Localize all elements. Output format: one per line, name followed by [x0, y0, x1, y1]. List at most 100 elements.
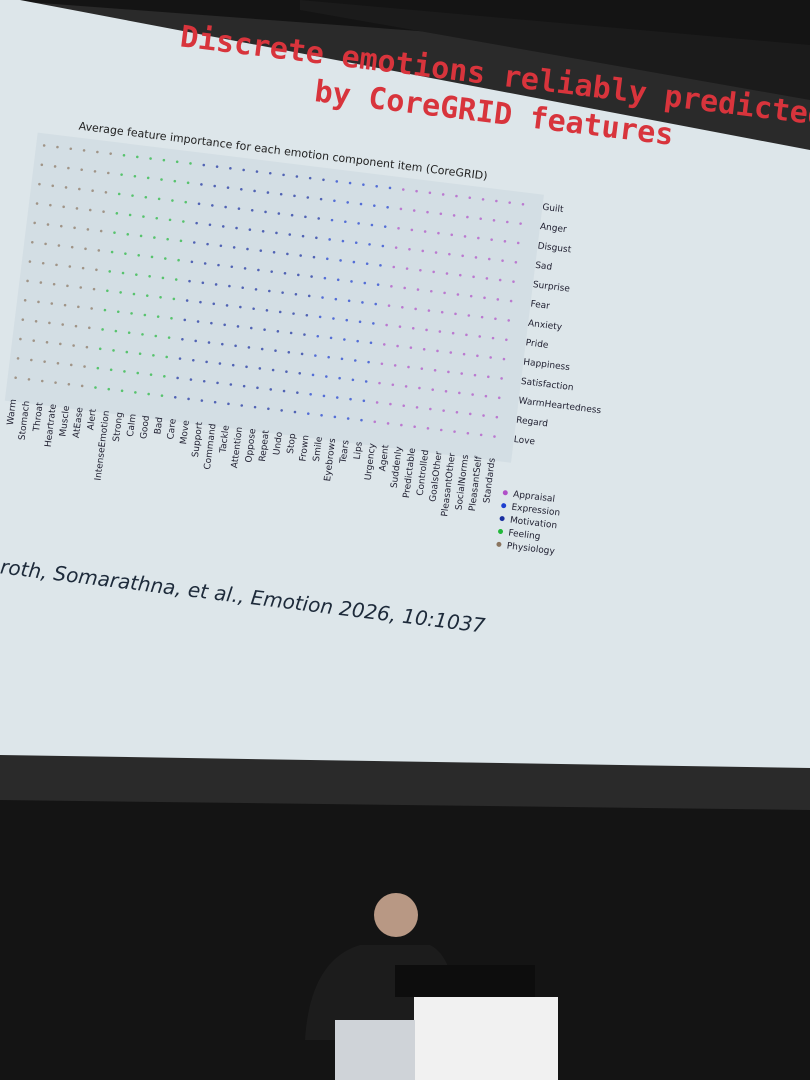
grid-dot — [438, 330, 442, 333]
grid-dot — [117, 192, 121, 196]
grid-dot — [426, 427, 430, 430]
grid-dot — [494, 317, 497, 321]
grid-dot — [347, 299, 351, 303]
grid-dot — [349, 397, 352, 401]
grid-dot — [368, 243, 371, 246]
row-label: Guilt — [542, 203, 565, 216]
column-label: AtEase — [72, 406, 86, 438]
column-label: Care — [166, 418, 179, 440]
grid-dot — [478, 335, 482, 338]
grid-dot — [274, 349, 277, 353]
grid-dot — [46, 223, 50, 226]
grid-dot — [306, 412, 310, 415]
grid-dot — [351, 378, 355, 382]
grid-dot — [346, 201, 350, 204]
grid-dot — [62, 205, 65, 209]
grid-dot — [263, 328, 266, 332]
grid-dot — [335, 396, 339, 399]
grid-dot — [411, 327, 415, 330]
grid-dot — [292, 312, 295, 315]
grid-dot — [107, 387, 111, 391]
grid-dot — [335, 180, 339, 183]
grid-dot — [147, 392, 150, 396]
grid-dot — [352, 260, 356, 264]
grid-dot — [255, 170, 259, 173]
grid-dot — [497, 396, 501, 400]
grid-dot — [490, 238, 493, 242]
grid-dot — [94, 386, 97, 389]
grid-dot — [285, 370, 288, 373]
row-label: Sad — [535, 261, 553, 273]
grid-dot — [213, 184, 217, 188]
grid-dot — [109, 152, 112, 155]
grid-dot — [486, 375, 490, 379]
grid-dot — [429, 407, 432, 411]
grid-dot — [143, 313, 147, 317]
grid-dot — [383, 225, 387, 228]
grid-dot — [235, 226, 238, 230]
grid-dot — [68, 265, 72, 268]
grid-dot — [107, 171, 110, 175]
grid-dot — [194, 339, 197, 343]
grid-dot — [52, 282, 56, 286]
grid-dot — [398, 325, 402, 328]
grid-dot — [394, 246, 398, 249]
grid-dot — [160, 178, 163, 181]
grid-dot — [299, 254, 302, 257]
grid-dot — [378, 381, 381, 385]
grid-dot — [48, 321, 51, 325]
grid-dot — [403, 286, 406, 290]
grid-dot — [429, 289, 433, 293]
grid-dot — [126, 233, 130, 236]
grid-dot — [260, 347, 264, 351]
grid-dot — [54, 381, 57, 384]
grid-dot — [44, 242, 47, 246]
grid-dot — [90, 307, 93, 310]
grid-dot — [327, 355, 330, 359]
grid-dot — [34, 320, 38, 323]
grid-dot — [363, 281, 367, 285]
grid-dot — [514, 261, 518, 264]
grid-dot — [407, 365, 410, 369]
grid-dot — [275, 231, 278, 235]
grid-dot — [23, 299, 27, 302]
grid-dot — [218, 362, 222, 365]
grid-dot — [216, 381, 219, 385]
grid-dot — [41, 261, 45, 265]
grid-dot — [293, 194, 296, 198]
grid-dot — [415, 189, 418, 193]
grid-dot — [348, 181, 352, 185]
grid-dot — [106, 289, 109, 293]
grid-dot — [245, 365, 248, 369]
grid-dot — [134, 391, 137, 394]
grid-dot — [16, 357, 20, 360]
grid-dot — [152, 354, 155, 357]
grid-dot — [294, 292, 298, 296]
grid-dot — [242, 384, 246, 388]
grid-dot — [14, 376, 17, 380]
grid-dot — [476, 354, 479, 358]
column-label: Move — [179, 419, 192, 445]
grid-dot — [78, 187, 81, 191]
grid-dot — [102, 210, 105, 214]
grid-dot — [228, 284, 231, 288]
row-label: Pride — [525, 338, 549, 351]
grid-dot — [306, 196, 310, 199]
row-label: Surprise — [532, 280, 571, 295]
grid-dot — [492, 219, 496, 222]
grid-dot — [97, 249, 101, 252]
grid-dot — [96, 366, 100, 370]
grid-dot — [379, 264, 382, 267]
grid-dot — [343, 338, 346, 341]
grid-dot — [240, 404, 244, 407]
column-label: Agent — [378, 444, 391, 472]
grid-dot — [360, 418, 363, 422]
grid-dot — [405, 267, 409, 270]
grid-dot — [434, 251, 438, 254]
grid-dot — [170, 316, 173, 320]
legend-dot — [499, 516, 505, 522]
grid-dot — [282, 389, 286, 393]
grid-dot — [59, 224, 63, 228]
grid-dot — [226, 186, 230, 190]
